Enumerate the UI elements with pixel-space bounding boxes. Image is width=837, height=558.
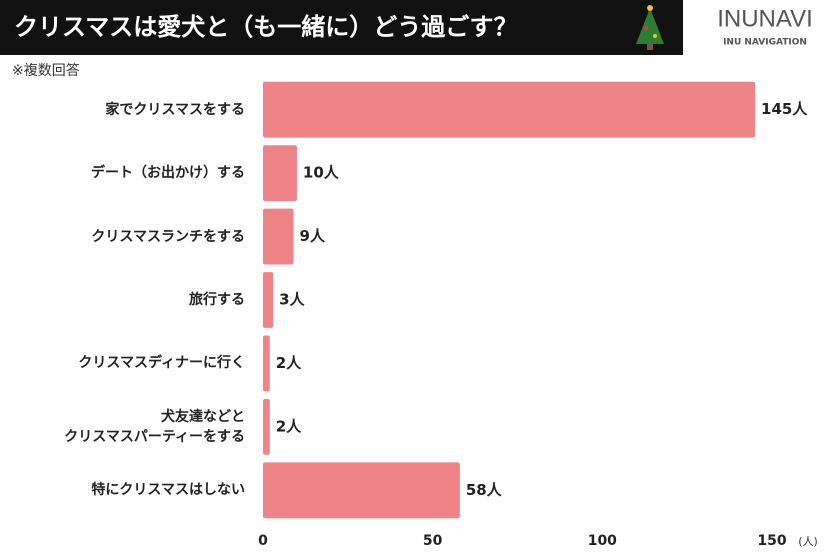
title-box: [0, 0, 683, 55]
value-label: 9人: [300, 227, 326, 245]
y-tick-label: 旅行する: [189, 292, 245, 308]
bar: [263, 208, 294, 265]
x-axis-label: (人): [798, 535, 818, 548]
x-tick-label: 100: [588, 533, 617, 549]
y-tick-label: 特にクリスマスはしない: [91, 482, 245, 499]
x-tick-label: 50: [423, 533, 443, 549]
bar: [263, 145, 297, 202]
y-tick-label: クリスマスディナーに行く: [78, 355, 245, 372]
y-tick-label: 家でクリスマスをする: [105, 101, 245, 118]
bar: [263, 335, 270, 392]
x-tick-label: 150: [757, 533, 786, 549]
bar: [263, 81, 756, 138]
tree-icon: [636, 5, 664, 50]
value-label: 145人: [761, 100, 808, 118]
y-tick-label: デート（お出かけ）する: [91, 165, 245, 182]
chart-title: クリスマスは愛犬と（も一緒に）どう過ごす？: [14, 13, 518, 41]
value-label: 2人: [276, 354, 302, 372]
y-tick-label: 犬友達などと クリスマスパーティーをする: [64, 408, 245, 445]
x-tick-label: 0: [258, 533, 268, 549]
logo-tagline: INU NAVIGATION: [723, 38, 807, 48]
value-label: 3人: [279, 291, 305, 309]
bar: [263, 462, 460, 519]
value-label: 10人: [303, 164, 340, 182]
y-tick-label: クリスマスランチをする: [91, 228, 245, 245]
value-label: 2人: [276, 417, 302, 435]
bar: [263, 272, 274, 328]
logo-name: INUNAVI: [717, 5, 813, 32]
bar: [263, 398, 270, 455]
value-label: 58人: [466, 481, 503, 499]
note: ※複数回答: [12, 62, 80, 79]
